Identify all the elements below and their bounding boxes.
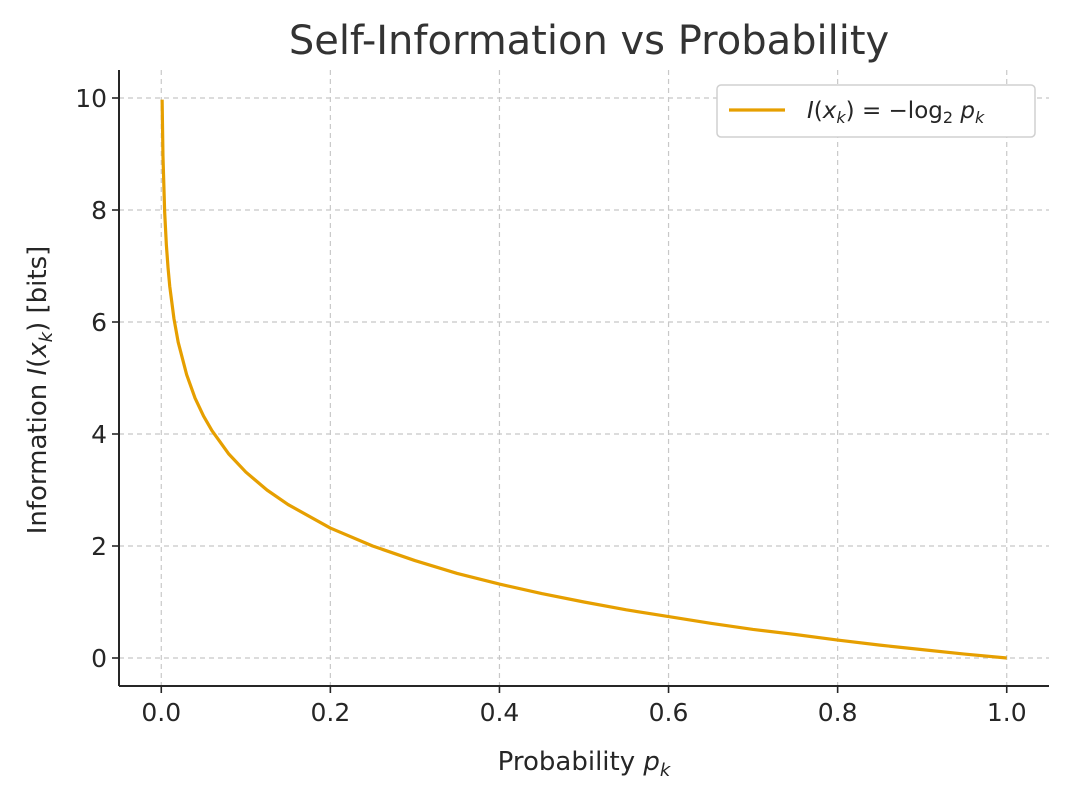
- y-tick-label: 0: [91, 644, 107, 673]
- axes-layer: [112, 70, 1049, 693]
- x-tick-label: 0.8: [818, 698, 858, 727]
- y-tick-label: 4: [91, 420, 107, 449]
- y-tick-label: 10: [75, 84, 107, 113]
- x-tick-label: 0.6: [649, 698, 689, 727]
- y-tick-label: 2: [91, 532, 107, 561]
- x-tick-label: 1.0: [987, 698, 1027, 727]
- chart-title: Self-Information vs Probability: [289, 18, 889, 64]
- text-layer: 0.0 0.2 0.4 0.6 0.8 1.0 0 2 4 6 8 10 Self-Informatio…: [23, 18, 1027, 781]
- x-axis-title: Probability pk: [498, 747, 672, 781]
- legend: I(xk) = −log2 pk: [716, 84, 1036, 138]
- y-tick-label: 8: [91, 196, 107, 225]
- y-tick-label: 6: [91, 308, 107, 337]
- x-tick-label: 0.2: [310, 698, 350, 727]
- legend-frame: [716, 84, 1036, 138]
- legend-label: I(xk) = −log2 pk: [807, 98, 985, 127]
- x-tick-label: 0.4: [480, 698, 520, 727]
- y-axis-title: Information I(xk) [bits]: [23, 246, 57, 535]
- series-layer: [160, 99, 1007, 660]
- x-tick-label: 0.0: [141, 698, 181, 727]
- series-line-self-information: [160, 99, 1007, 660]
- grid-layer: [119, 70, 1049, 686]
